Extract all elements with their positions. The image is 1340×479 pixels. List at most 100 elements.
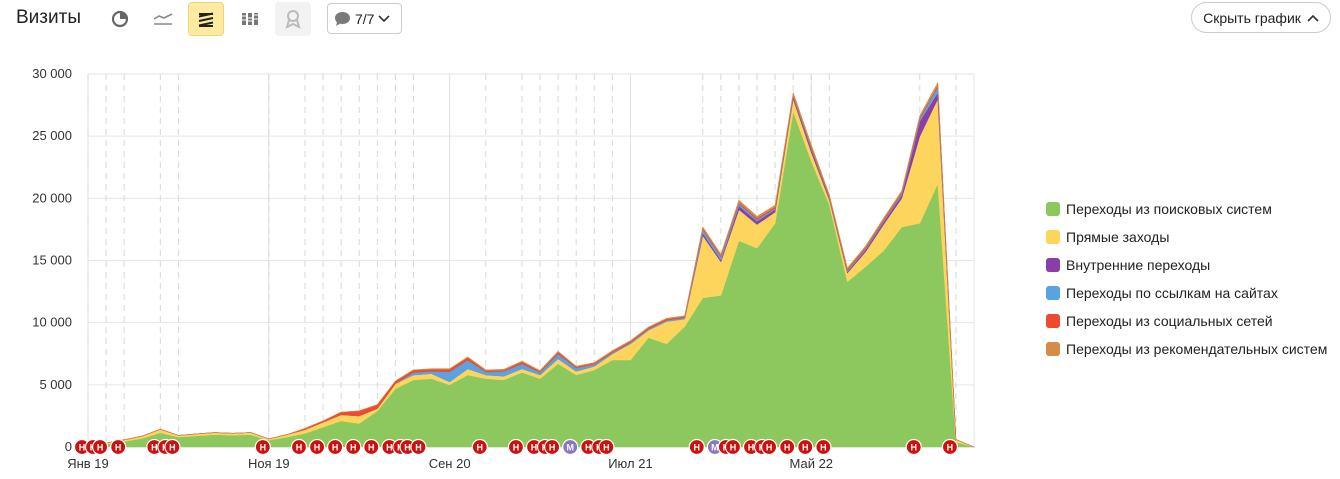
- comment-icon: [335, 11, 350, 26]
- hide-chart-button[interactable]: Скрыть график: [1191, 2, 1331, 33]
- comment-marker[interactable]: Н: [525, 438, 543, 456]
- legend-label: Внутренние переходы: [1066, 257, 1211, 273]
- legend-label: Прямые заходы: [1066, 229, 1170, 245]
- comment-marker[interactable]: Н: [580, 438, 597, 456]
- comment-marker-label: Н: [531, 443, 538, 453]
- legend-item[interactable]: Переходы по ссылкам на сайтах: [1046, 279, 1327, 307]
- legend-label: Переходы по ссылкам на сайтах: [1066, 285, 1278, 301]
- comment-marker-label: Н: [766, 443, 773, 453]
- legend-item[interactable]: Переходы из рекомендательных систем: [1046, 335, 1327, 363]
- comment-marker-label: Н: [585, 443, 592, 453]
- comment-marker[interactable]: Н: [110, 438, 127, 456]
- y-axis: 0 5 000 10 000 15 000 20 000 25 000 30 000: [32, 66, 72, 454]
- comment-marker-label: Н: [314, 443, 321, 453]
- comment-marker-label: Н: [730, 443, 737, 453]
- legend-label: Переходы из поисковых систем: [1066, 201, 1272, 217]
- comment-marker[interactable]: Н: [327, 438, 344, 456]
- comment-marker-label: Н: [820, 443, 827, 453]
- comment-marker[interactable]: Н: [507, 438, 525, 456]
- comment-marker-label: Н: [115, 443, 122, 453]
- legend-swatch: [1046, 202, 1060, 216]
- comment-marker[interactable]: М: [706, 438, 723, 456]
- y-tick-label: 0: [65, 439, 72, 454]
- legend-swatch: [1046, 286, 1060, 300]
- y-tick-label: 20 000: [32, 190, 72, 205]
- comment-marker-label: Н: [97, 443, 104, 453]
- x-tick-label: Июл 21: [608, 456, 652, 471]
- comment-marker[interactable]: Н: [254, 438, 271, 456]
- legend-swatch: [1046, 258, 1060, 272]
- comment-marker[interactable]: Н: [761, 438, 778, 456]
- x-tick-label: Май 22: [789, 456, 833, 471]
- comment-marker-label: Н: [332, 443, 339, 453]
- comment-marker[interactable]: Н: [164, 438, 181, 456]
- comment-marker[interactable]: Н: [724, 438, 742, 456]
- y-tick-label: 10 000: [32, 315, 72, 330]
- bar-chart-button[interactable]: [232, 2, 268, 36]
- bar-chart-icon: [242, 13, 258, 25]
- comment-marker-label: Н: [169, 443, 176, 453]
- chart-areas: [87, 82, 975, 448]
- comment-marker[interactable]: Н: [363, 438, 380, 456]
- comment-marker[interactable]: Н: [905, 438, 922, 456]
- comment-marker-label: Н: [386, 443, 393, 453]
- legend-item[interactable]: Переходы из поисковых систем: [1046, 195, 1327, 223]
- x-tick-label: Ноя 19: [248, 456, 290, 471]
- stacked-area-button[interactable]: [188, 2, 224, 36]
- legend-label: Переходы из социальных сетей: [1066, 313, 1273, 329]
- x-axis: Янв 19 Ноя 19 Сен 20 Июл 21 Май 22: [67, 456, 833, 471]
- comment-marker[interactable]: Н: [471, 438, 488, 456]
- pie-chart-button[interactable]: [102, 2, 138, 36]
- comment-marker-label: Н: [350, 443, 357, 453]
- legend-item[interactable]: Внутренние переходы: [1046, 251, 1327, 279]
- line-chart-icon: [153, 13, 173, 25]
- comment-marker-label: Н: [911, 443, 918, 453]
- legend-item[interactable]: Прямые заходы: [1046, 223, 1327, 251]
- comment-marker-label: Н: [477, 443, 484, 453]
- comment-marker[interactable]: Н: [797, 438, 814, 456]
- hide-chart-label: Скрыть график: [1203, 9, 1301, 26]
- comment-marker[interactable]: Н: [290, 438, 308, 456]
- comment-marker[interactable]: Н: [815, 438, 832, 456]
- comment-marker[interactable]: М: [562, 438, 579, 456]
- legend-label: Переходы из рекомендательных систем: [1066, 341, 1328, 357]
- line-chart-button[interactable]: [145, 2, 181, 36]
- comment-marker-label: Н: [79, 443, 86, 453]
- comment-marker[interactable]: Н: [544, 438, 561, 456]
- comments-dropdown[interactable]: 7/7: [327, 3, 402, 34]
- x-tick-label: Янв 19: [67, 456, 109, 471]
- comment-marker[interactable]: Н: [308, 438, 326, 456]
- page-title: Визиты: [16, 7, 81, 28]
- legend-item[interactable]: Переходы из социальных сетей: [1046, 307, 1327, 335]
- y-tick-label: 15 000: [32, 253, 72, 268]
- comment-marker-label: Н: [603, 443, 610, 453]
- comment-marker-label: Н: [368, 443, 375, 453]
- stacked-area-icon: [198, 12, 214, 27]
- comment-marker-label: Н: [748, 443, 755, 453]
- comment-marker-label: Н: [260, 443, 267, 453]
- comments-count: 7/7: [355, 10, 375, 27]
- pie-chart-icon: [111, 10, 129, 28]
- comment-marker-label: Н: [513, 443, 520, 453]
- chevron-up-icon: [1307, 14, 1319, 22]
- comment-marker[interactable]: Н: [399, 438, 416, 456]
- map-button[interactable]: [275, 2, 311, 36]
- comment-marker-label: Н: [151, 443, 158, 453]
- legend-swatch: [1046, 314, 1060, 328]
- comment-marker[interactable]: Н: [410, 438, 427, 456]
- comment-marker-label: Н: [802, 443, 809, 453]
- map-icon: [285, 10, 301, 29]
- chart-toolbar: Визиты 7/7: [0, 0, 1340, 40]
- comment-marker[interactable]: Н: [91, 438, 109, 456]
- chart-legend: Переходы из поисковых систем Прямые заход…: [1046, 195, 1327, 363]
- comment-marker[interactable]: Н: [345, 438, 362, 456]
- annotation-markers: ННННННННННННННННННННННМННННМНННННННННН: [73, 438, 959, 456]
- comment-marker[interactable]: Н: [941, 438, 959, 456]
- comment-marker-label: М: [566, 443, 574, 453]
- y-tick-label: 30 000: [32, 66, 72, 81]
- y-tick-label: 5 000: [39, 377, 72, 392]
- comment-marker[interactable]: Н: [688, 438, 705, 456]
- comment-marker[interactable]: Н: [779, 438, 796, 456]
- comment-marker[interactable]: Н: [598, 438, 615, 456]
